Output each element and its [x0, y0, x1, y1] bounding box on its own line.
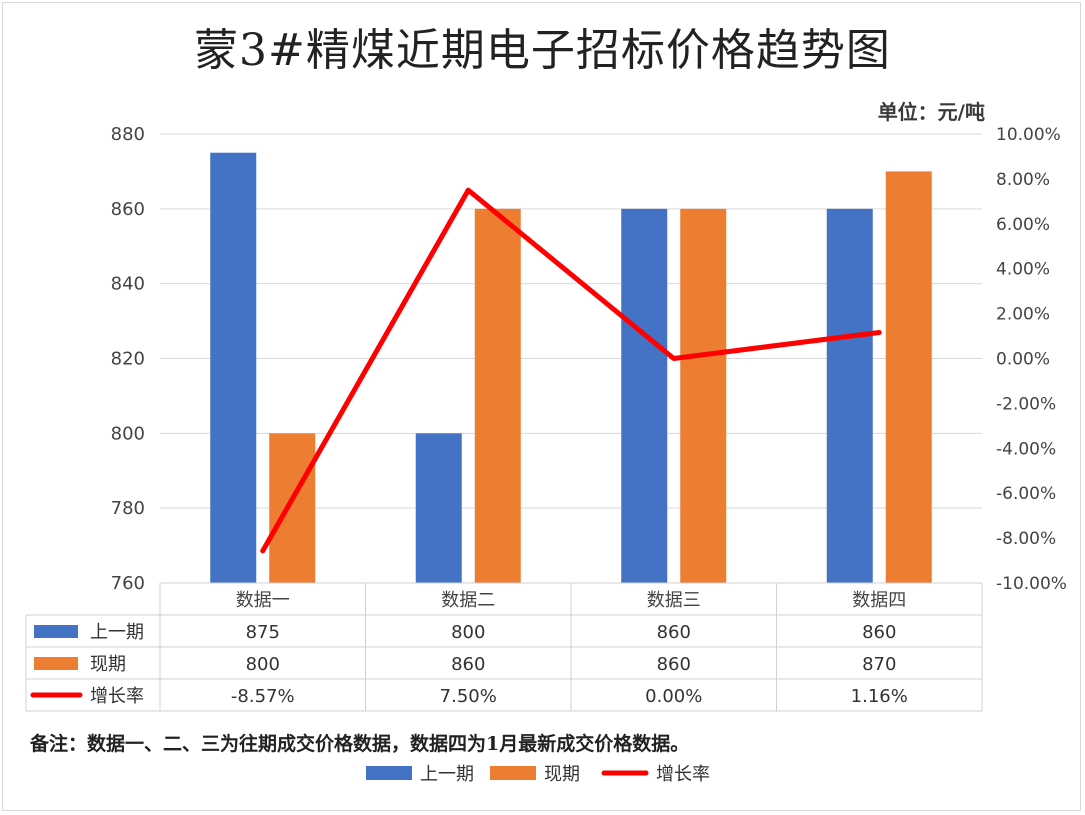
table-cell: 875	[246, 622, 280, 643]
category-label: 数据二	[441, 590, 495, 611]
table-row-label: 上一期	[90, 622, 144, 643]
legend-label: 增长率	[656, 764, 710, 785]
unit-label: 单位：元/吨	[877, 100, 985, 124]
right-axis-tick: -2.00%	[996, 394, 1056, 414]
bar-curr	[474, 208, 521, 584]
right-axis-tick: 6.00%	[996, 215, 1050, 235]
table-cell: 1.16%	[851, 686, 908, 707]
left-axis-tick: 840	[111, 274, 145, 295]
table-cell: 860	[862, 622, 896, 643]
bar-curr	[885, 171, 932, 583]
table-cell: 800	[246, 654, 280, 675]
left-axis-tick: 780	[111, 498, 145, 519]
right-axis-tick: 4.00%	[996, 260, 1050, 280]
right-axis-tick: 0.00%	[996, 350, 1050, 370]
legend-key-1	[34, 657, 78, 670]
category-label: 数据三	[647, 590, 701, 611]
table-cell: 860	[451, 654, 485, 675]
left-axis-tick: 820	[111, 349, 145, 370]
growth-rate-line	[260, 187, 882, 554]
table-cell: 860	[657, 622, 691, 643]
table-cell: 7.50%	[440, 686, 497, 707]
left-axis-tick: 880	[111, 124, 145, 145]
left-axis-tick: 800	[111, 423, 145, 444]
chart-note: 备注：数据一、二、三为往期成交价格数据，数据四为1月最新成交价格数据。	[30, 733, 690, 755]
table-cell: 870	[862, 654, 896, 675]
legend-label: 上一期	[420, 764, 474, 785]
legend-key-0	[34, 625, 78, 638]
left-axis-tick: 860	[111, 199, 145, 220]
bar-prev	[210, 152, 257, 584]
legend-swatch	[490, 766, 536, 780]
right-axis-tick: -6.00%	[996, 484, 1056, 504]
right-axis-tick: 8.00%	[996, 170, 1050, 190]
table-cell: 860	[657, 654, 691, 675]
right-axis-tick: -10.00%	[996, 574, 1067, 594]
table-row-label: 现期	[90, 654, 126, 675]
right-axis-tick: -4.00%	[996, 439, 1056, 459]
right-axis-tick: 2.00%	[996, 305, 1050, 325]
category-label: 数据一	[236, 590, 290, 611]
table-cell: 800	[451, 622, 485, 643]
bar-prev	[621, 208, 668, 584]
bar-curr	[269, 433, 316, 583]
right-axis-tick: -8.00%	[996, 529, 1056, 549]
table-cell: -8.57%	[231, 686, 295, 707]
table-cell: 0.00%	[645, 686, 702, 707]
legend-swatch	[366, 766, 412, 780]
table-row-label: 增长率	[90, 686, 144, 707]
bar-prev	[415, 433, 462, 583]
bar-prev	[826, 208, 873, 584]
legend-label: 现期	[544, 764, 580, 785]
right-axis-tick: 10.00%	[996, 125, 1061, 145]
chart-title: 蒙3#精煤近期电子招标价格趋势图	[194, 25, 891, 76]
category-label: 数据四	[852, 590, 906, 611]
left-axis-tick: 760	[111, 573, 145, 594]
bar-curr	[680, 208, 727, 584]
